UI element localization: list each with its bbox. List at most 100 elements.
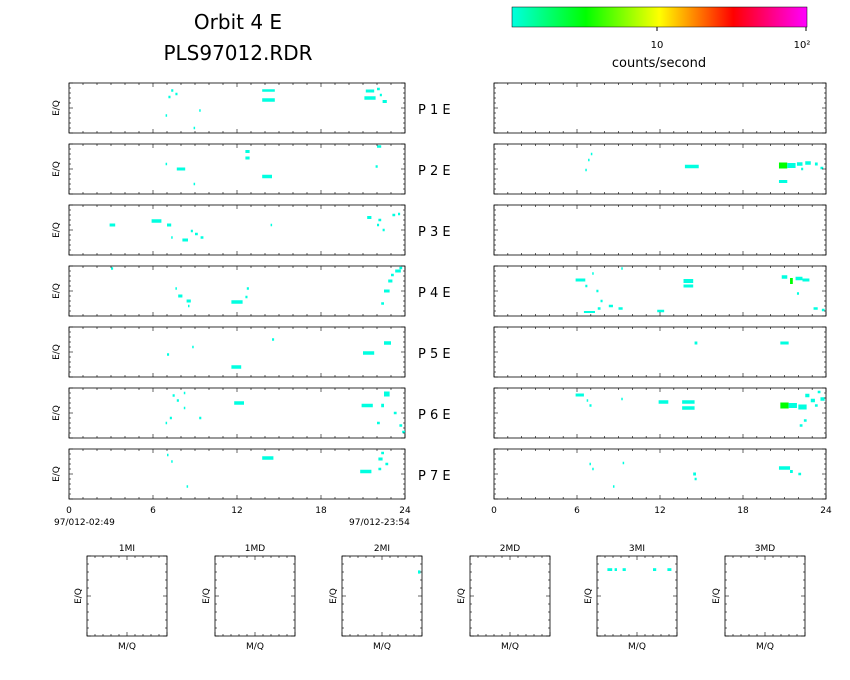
panel-p6-right [493,387,827,439]
panel-frame [68,82,406,134]
heatmap-cell [589,404,592,407]
heatmap-cell [780,341,789,345]
mq-panel-title: 3MD [755,544,775,554]
heatmap-cell [183,406,186,410]
heatmap-cell [382,100,387,103]
heatmap-cell [790,470,793,473]
heatmap-cell [596,289,599,293]
heatmap-cell [392,213,396,217]
heatmap-cell [193,126,196,130]
mq-panel-title: 1MI [119,544,135,554]
left-x-tick-label: 12 [231,506,242,516]
mq-panel-xlabel: M/Q [756,642,774,652]
heatmap-cell [381,403,384,408]
time-start-label: 97/012-02:49 [54,518,115,528]
heatmap-cell [821,308,825,312]
panel-p2-right [493,143,827,195]
heatmap-cell [589,462,591,466]
mq-heatmap-cell [622,568,626,571]
row-label-p1: P 1 E [418,103,451,118]
heatmap-cell [787,163,796,168]
heatmap-cell [693,472,696,476]
heatmap-cell [813,307,818,310]
panel-frame [493,143,827,195]
heatmap-cell [585,284,588,288]
heatmap-cell [183,391,186,395]
heatmap-cell [360,469,372,474]
heatmap-cell [193,182,196,186]
heatmap-cell [694,477,697,481]
heatmap-cell [600,299,603,303]
heatmap-cell [379,93,382,97]
heatmap-cell [378,218,382,222]
heatmap-cell [165,421,168,425]
heatmap-cell [805,393,810,398]
heatmap-cell [399,266,403,270]
heatmap-cell [803,419,807,422]
mq-heatmap-cell [614,568,617,571]
mq-panels: 1MI M/Q E/Q 1MD M/Q E/Q 2MI M/Q E/Q 2MD M/Q E/Q 3MI M… [74,544,806,652]
panel-frame [68,204,406,256]
heatmap-cell [608,304,613,308]
colorbar-tick-label-10: 10 [651,40,664,51]
heatmap-cell [199,416,202,420]
heatmap-cell [622,461,625,465]
heatmap-cell [801,167,804,171]
mq-panel-frame [341,555,423,637]
mq-panel-1mi: 1MI M/Q E/Q [74,544,168,652]
mq-panel-ylabel: E/Q [457,588,467,604]
heatmap-cell [684,164,699,169]
mq-panel-xlabel: M/Q [373,642,391,652]
left-x-tick-label: 0 [66,506,72,516]
heatmap-cell [199,109,201,112]
heatmap-cell [814,404,818,407]
row-label-p6: P 6 E [418,408,451,423]
left-x-tick-label: 24 [399,506,411,516]
heatmap-cell [799,424,803,427]
panel-frame [493,387,827,439]
heatmap-cell [575,278,586,282]
right-x-tick-label: 12 [654,506,665,516]
heatmap-cell [798,404,807,410]
heatmap-cell [186,299,191,303]
heatmap-cell [381,451,384,455]
heatmap-cell [188,304,190,308]
heatmap-cell [805,161,811,165]
heatmap-cell [176,399,179,402]
heatmap-cell [111,267,114,270]
panel-frame [493,204,827,256]
heatmap-cell [388,279,393,283]
heatmap-cell [270,223,273,227]
panel-frame [68,448,406,500]
mq-heatmap-cell [653,568,657,571]
heatmap-cell [588,158,590,162]
panel-frame [493,326,827,378]
mq-panel-ylabel: E/Q [202,588,212,604]
heatmap-cell [618,307,623,310]
heatmap-cell [583,311,595,313]
heatmap-cell [169,416,172,420]
mq-heatmap-cell [607,568,613,571]
mq-panel-xlabel: M/Q [501,642,519,652]
heatmap-cell [590,152,593,156]
time-panels: E/Q P 1 E E/Q P 2 E E/Q P 3 E E/Q P 4 E E/Q P 5 E… [52,82,827,500]
heatmap-cell [694,341,698,345]
mq-panel-frame [596,555,678,637]
panel-p3-left: E/Q [52,204,406,256]
mq-panel-ylabel: E/Q [584,588,594,604]
panel-ylabel: E/Q [52,161,62,177]
heatmap-cell [384,341,391,345]
heatmap-cell [165,162,168,166]
heatmap-cell [781,275,788,279]
mq-panel-xlabel: M/Q [118,642,136,652]
heatmap-cell [810,398,815,403]
panel-ylabel: E/Q [52,222,62,238]
panel-ylabel: E/Q [52,405,62,421]
heatmap-cell [109,223,116,227]
heatmap-cell [231,300,243,304]
mq-panel-1md: 1MD M/Q E/Q [202,544,296,652]
heatmap-cell [780,402,789,409]
heatmap-cell [790,278,793,284]
right-x-tick-label: 6 [574,506,580,516]
row-label-p5: P 5 E [418,347,451,362]
